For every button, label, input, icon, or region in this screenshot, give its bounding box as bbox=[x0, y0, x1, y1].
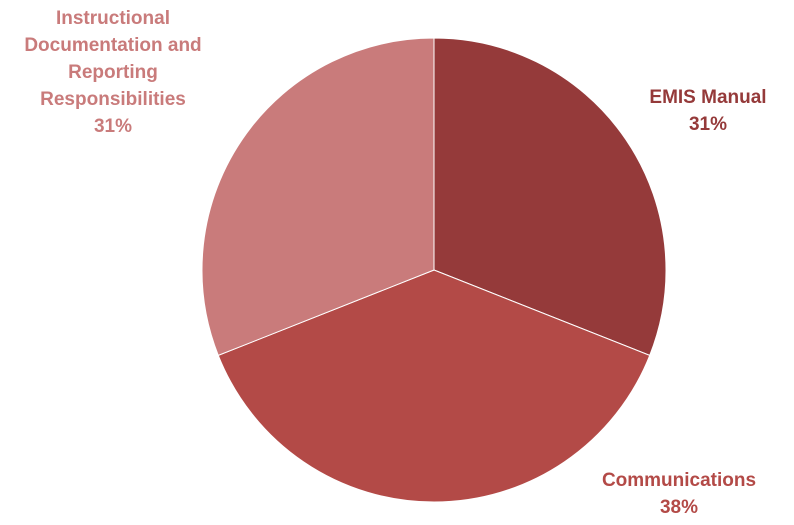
slice-percent: 38% bbox=[660, 497, 698, 518]
slice-label-line: EMIS Manual bbox=[649, 87, 766, 108]
slice-percent: 31% bbox=[689, 114, 727, 135]
pie-slice-1 bbox=[433, 37, 667, 357]
slice-label-line: Documentation and bbox=[24, 35, 201, 56]
slice-labels: EMIS Manual 31% Communications 38% Instructi… bbox=[24, 8, 766, 518]
slice-label-2: Communications 38% bbox=[602, 470, 756, 518]
slice-label-3: Instructional Documentation and Reporting R… bbox=[24, 8, 201, 137]
pie-slice-3 bbox=[201, 37, 435, 357]
slice-label-line: Reporting bbox=[68, 62, 158, 83]
pie-slice-2 bbox=[217, 269, 651, 503]
slice-label-line: Instructional bbox=[56, 8, 170, 29]
slice-label-line: Responsibilities bbox=[40, 89, 186, 110]
slice-label-1: EMIS Manual 31% bbox=[649, 87, 766, 135]
slice-label-line: Communications bbox=[602, 470, 756, 491]
pie-slices bbox=[201, 37, 667, 503]
slice-percent: 31% bbox=[94, 116, 132, 137]
